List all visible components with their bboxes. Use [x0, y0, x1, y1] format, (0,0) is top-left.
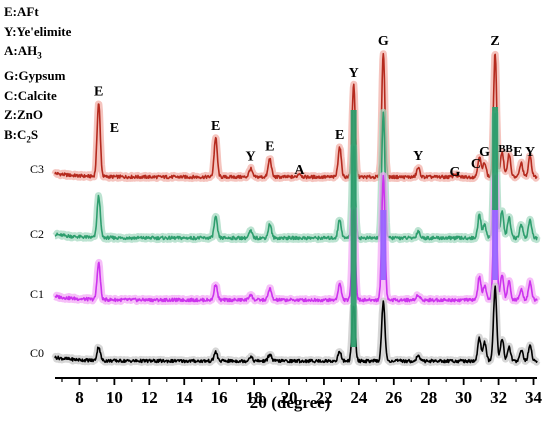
peak-label: G: [378, 34, 389, 49]
legend-entry-yeelimite: Y:Ye'elimite: [4, 23, 72, 39]
peak-label: E: [265, 140, 274, 155]
x-tick-label: 30: [455, 388, 472, 407]
peak-label: G: [449, 165, 460, 180]
series-labels: C3 C2 C1 C0: [30, 162, 44, 360]
peak-label: Y: [349, 66, 359, 81]
x-tick-label: 16: [211, 388, 228, 407]
peak-label: G: [479, 145, 490, 160]
phase-legend: E:AFt Y:Ye'elimite A:AH3 G:Gypsum C:Calc…: [4, 2, 71, 150]
x-tick-label: 18: [246, 388, 263, 407]
peak-label: E: [94, 84, 103, 99]
series-label-c0: C0: [30, 346, 44, 360]
x-tick-label: 14: [176, 388, 194, 407]
series-label-c1: C1: [30, 287, 44, 301]
x-tick-label: 32: [490, 388, 507, 407]
peak-label: E: [211, 119, 220, 134]
series-line-c1: [54, 174, 538, 303]
legend-entry-calcite: C:Calcite: [4, 87, 57, 103]
series-label-c3: C3: [30, 162, 44, 176]
peak-overlay-1: [380, 210, 387, 280]
peak-label: E: [335, 128, 344, 143]
peak-overlay-3: [492, 107, 499, 210]
legend-entry-zno: Z:ZnO: [4, 107, 44, 123]
series-line-c0: [54, 285, 538, 364]
series-traces: [51, 50, 541, 367]
x-axis-title: 2θ (degree): [250, 393, 331, 412]
legend-entry-gypsum: G:Gypsum: [4, 68, 66, 84]
peak-label: Y: [413, 149, 423, 164]
peak-label: E: [110, 121, 119, 136]
series-label-c2: C2: [30, 227, 44, 241]
peak-label: Z: [490, 34, 499, 49]
x-tick-label: 20: [281, 388, 298, 407]
peak-label: B: [498, 143, 506, 155]
series-line-c2: [54, 111, 538, 241]
peak-label: B: [505, 143, 513, 155]
legend-entry-ah3: A:AH3: [4, 43, 42, 61]
x-tick-label: 34: [525, 388, 543, 407]
peak-label: C: [471, 157, 481, 172]
x-tick-label: 10: [106, 388, 123, 407]
x-tick-label: 8: [75, 388, 84, 407]
legend-entry-aft: E:AFt: [4, 4, 39, 19]
legend-entry-c2s: B:C2S: [4, 126, 39, 145]
x-tick-label: 24: [350, 388, 368, 407]
x-axis: 8 10 12 14 16 18 20 22 24 26 28 30 32 34: [55, 377, 543, 407]
peak-overlay-0: [350, 110, 357, 347]
series-line-c3: [54, 52, 538, 180]
peak-overlay-2: [492, 208, 499, 280]
x-tick-label: 28: [420, 388, 437, 407]
x-tick-label: 22: [315, 388, 332, 407]
peak-label: A: [294, 163, 305, 178]
peak-label: Y: [525, 145, 535, 160]
peak-label: E: [513, 145, 522, 160]
x-tick-label: 26: [385, 388, 402, 407]
series-halo-c3: [51, 50, 540, 183]
x-tick-label: 12: [141, 388, 158, 407]
peak-label: Y: [246, 150, 256, 165]
